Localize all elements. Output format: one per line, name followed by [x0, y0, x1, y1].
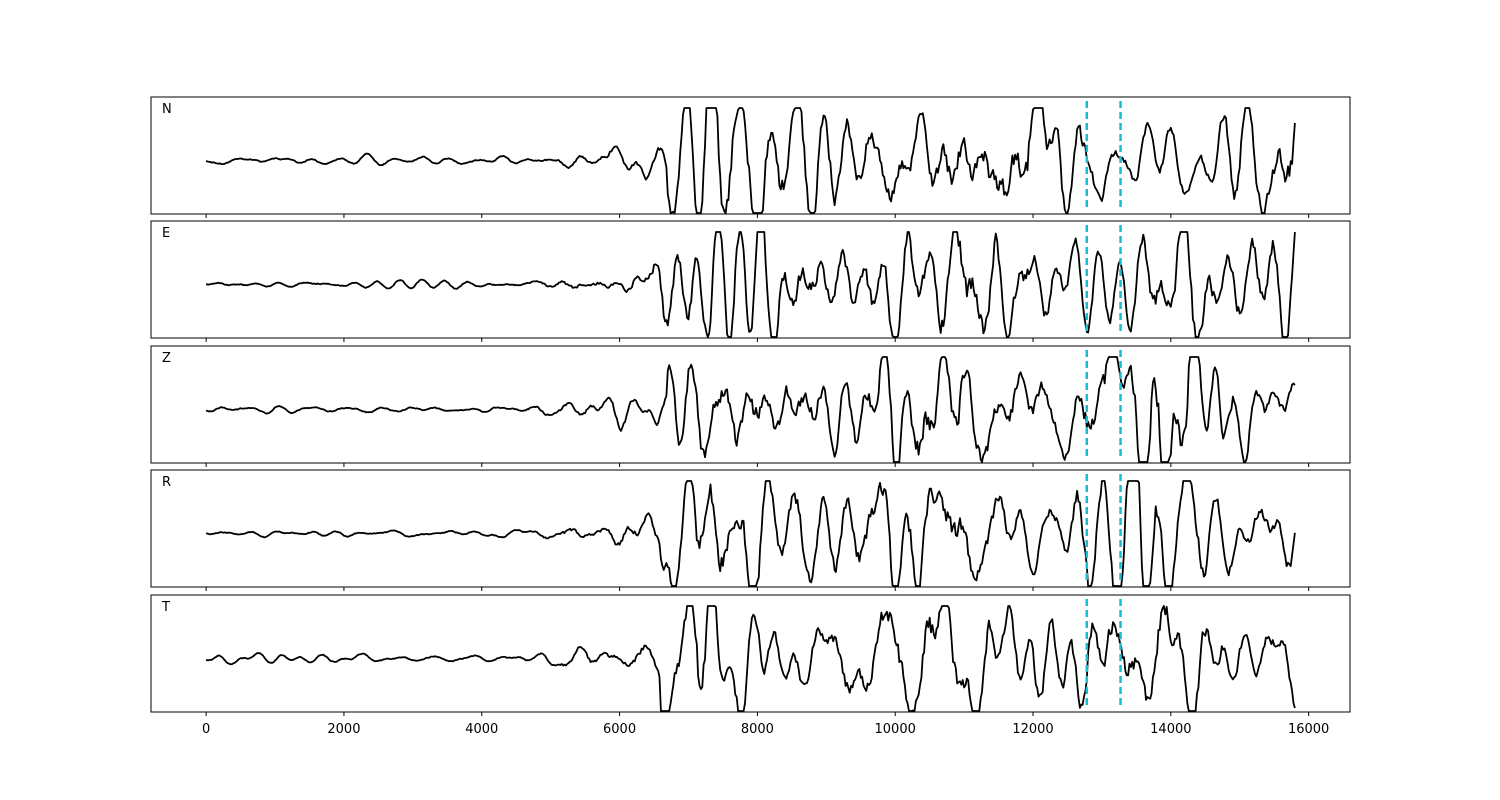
panel-label-z: Z	[162, 351, 171, 366]
trace-line-n	[205, 107, 1296, 214]
trace-panels: N E Z R T	[150, 96, 1351, 716]
x-tick-label: 14000	[1150, 722, 1191, 737]
trace-line-e	[205, 231, 1296, 338]
panel-label-r: R	[162, 475, 171, 490]
x-tick-label: 4000	[465, 722, 498, 737]
x-tick-label: 16000	[1288, 722, 1329, 737]
x-tick-label: 0	[202, 722, 210, 737]
trace-line-r	[205, 480, 1296, 587]
panel-label-n: N	[162, 102, 172, 117]
trace-line-z	[205, 356, 1296, 463]
panel-label-e: E	[162, 226, 170, 241]
panel-r: R	[150, 469, 1351, 591]
panel-frame	[150, 345, 1351, 464]
x-tick-label: 2000	[327, 722, 360, 737]
x-axis: 0 2000 4000 6000 8000 10000 12000 14000 16000	[202, 722, 1329, 737]
panel-frame	[150, 594, 1351, 713]
x-tick-label: 12000	[1012, 722, 1053, 737]
panel-e: E	[150, 220, 1351, 342]
panel-label-t: T	[161, 600, 170, 615]
x-tick-label: 8000	[741, 722, 774, 737]
panel-frame	[150, 469, 1351, 588]
x-tick-label: 10000	[875, 722, 916, 737]
x-tick-label: 6000	[603, 722, 636, 737]
panel-z: Z	[150, 345, 1351, 467]
panel-t: T	[150, 594, 1351, 716]
panel-frame	[150, 220, 1351, 339]
trace-line-t	[205, 605, 1296, 712]
panel-n: N	[150, 96, 1351, 218]
